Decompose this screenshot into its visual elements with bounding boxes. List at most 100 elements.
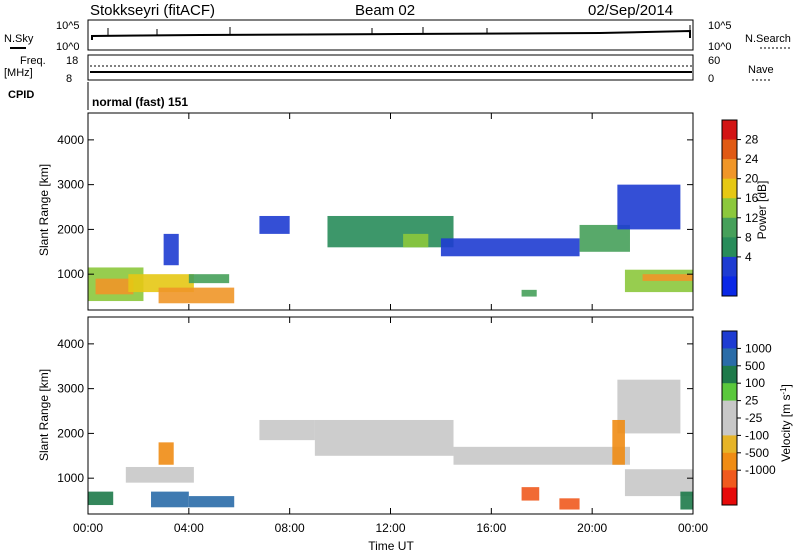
power-region-3 xyxy=(158,287,235,304)
colorbar-swatch xyxy=(722,348,737,367)
colorbar-tick-label: 100 xyxy=(745,376,765,390)
power-region-6 xyxy=(259,215,290,234)
y-tick-label: 3000 xyxy=(57,382,84,396)
velocity-heatmap xyxy=(88,379,693,510)
y-tick-label: 2000 xyxy=(57,222,84,236)
date-title: 02/Sep/2014 xyxy=(588,2,673,19)
x-tick-label: 12:00 xyxy=(375,521,405,535)
velocity-region-2 xyxy=(151,491,189,508)
nsky-tick-top: 10^5 xyxy=(56,20,80,32)
colorbar-swatch xyxy=(722,276,737,297)
power-region-11 xyxy=(617,184,681,230)
x-tick-label: 20:00 xyxy=(577,521,607,535)
colorbar-swatch xyxy=(722,418,737,436)
velocity-region-1 xyxy=(125,466,194,483)
nsearch-tick-bottom: 10^0 xyxy=(708,41,732,53)
cpid-text: normal (fast) 151 xyxy=(92,95,188,109)
velocity-y-axis-label: Slant Range [km] xyxy=(37,369,51,461)
power-region-7 xyxy=(327,215,454,248)
nave-label: Nave xyxy=(748,64,774,76)
y-tick-label: 4000 xyxy=(57,133,84,147)
x-tick-label: 00:00 xyxy=(678,521,708,535)
x-tick-label: 00:00 xyxy=(73,521,103,535)
velocity-colorbar: 1000 500 100 25 -25 -100 -500 -1000 xyxy=(721,330,776,506)
colorbar-swatch xyxy=(722,256,737,277)
colorbar-swatch xyxy=(722,383,737,402)
colorbar-tick-label: 28 xyxy=(745,133,759,147)
velocity-region-13 xyxy=(680,491,693,510)
y-tick-label: 1000 xyxy=(57,471,84,485)
colorbar-swatch xyxy=(722,470,737,489)
velocity-panel-frame xyxy=(87,316,694,515)
nsky-trace xyxy=(91,29,691,40)
colorbar-tick-label: 16 xyxy=(745,191,759,205)
freq-tick-bottom: 8 xyxy=(66,73,72,85)
power-region-8 xyxy=(403,233,429,248)
colorbar-swatch xyxy=(722,452,737,471)
nsky-panel-frame xyxy=(87,19,694,51)
power-region-13 xyxy=(642,274,693,281)
power-y-axis-label: Slant Range [km] xyxy=(37,164,51,256)
velocity-region-11 xyxy=(559,498,580,510)
freq-unit-label: [MHz] xyxy=(4,67,33,79)
colorbar-swatch xyxy=(722,139,737,160)
colorbar-swatch xyxy=(722,198,737,219)
y-tick-label: 3000 xyxy=(57,178,84,192)
x-tick-label: 08:00 xyxy=(275,521,305,535)
beam-title: Beam 02 xyxy=(355,2,415,19)
x-tick-label: 16:00 xyxy=(476,521,506,535)
velocity-region-10 xyxy=(521,487,540,501)
colorbar-frame xyxy=(721,119,738,297)
colorbar-tick-label: 25 xyxy=(745,394,759,408)
colorbar-tick-label: -25 xyxy=(745,411,763,425)
velocity-colorbar-label: Velocity [m s-1] xyxy=(779,384,793,462)
colorbar-tick-label: -100 xyxy=(745,428,769,442)
colorbar-swatch xyxy=(722,217,737,238)
velocity-region-12 xyxy=(612,419,625,465)
velocity-region-7 xyxy=(453,446,630,465)
colorbar-tick-label: -1000 xyxy=(745,463,776,477)
velocity-region-5 xyxy=(259,419,315,441)
nsearch-label: N.Search xyxy=(745,33,791,45)
colorbar-swatch xyxy=(722,331,737,349)
power-region-1 xyxy=(95,278,134,295)
velocity-y-ticks: 4000 3000 2000 1000 xyxy=(57,337,693,485)
colorbar-swatch xyxy=(722,120,737,141)
power-colorbar: 28 24 20 16 12 8 4 xyxy=(721,119,759,297)
nsearch-tick-top: 10^5 xyxy=(708,20,732,32)
nsky-tick-bottom: 10^0 xyxy=(56,41,80,53)
power-region-4 xyxy=(163,233,179,266)
y-tick-label: 1000 xyxy=(57,267,84,281)
y-tick-label: 2000 xyxy=(57,426,84,440)
colorbar-swatch xyxy=(722,435,737,454)
velocity-region-3 xyxy=(158,442,174,465)
nsky-spikes xyxy=(107,25,691,36)
colorbar-tick-label: 8 xyxy=(745,230,752,244)
freq-label: Freq. xyxy=(20,55,46,67)
nave-tick-top: 60 xyxy=(708,55,720,67)
cpid-label: CPID xyxy=(8,89,34,101)
power-colorbar-label: Power [dB] xyxy=(755,181,769,240)
colorbar-swatch xyxy=(722,400,737,419)
power-region-9 xyxy=(440,238,580,257)
power-y-ticks: 4000 3000 2000 1000 xyxy=(57,133,693,281)
colorbar-tick-label: 500 xyxy=(745,359,765,373)
colorbar-swatch xyxy=(722,487,737,506)
power-region-5 xyxy=(188,274,230,284)
x-tick-label: 04:00 xyxy=(174,521,204,535)
power-region-14 xyxy=(521,289,537,297)
freq-panel-frame xyxy=(87,54,694,81)
power-heatmap xyxy=(88,184,693,304)
colorbar-tick-label: 20 xyxy=(745,172,759,186)
colorbar-tick-label: 4 xyxy=(745,250,752,264)
velocity-region-6 xyxy=(314,419,454,456)
colorbar-swatch xyxy=(722,365,737,384)
colorbar-tick-label: 24 xyxy=(745,152,759,166)
station-title: Stokkseyri (fitACF) xyxy=(90,2,215,19)
time-x-axis-label: Time UT xyxy=(368,539,414,553)
y-tick-label: 4000 xyxy=(57,337,84,351)
time-x-ticks: 00:00 04:00 08:00 12:00 16:00 20:00 00:00 xyxy=(73,113,708,535)
colorbar-tick-label: -500 xyxy=(745,446,769,460)
freq-tick-top: 18 xyxy=(66,55,78,67)
velocity-region-0 xyxy=(88,491,114,506)
